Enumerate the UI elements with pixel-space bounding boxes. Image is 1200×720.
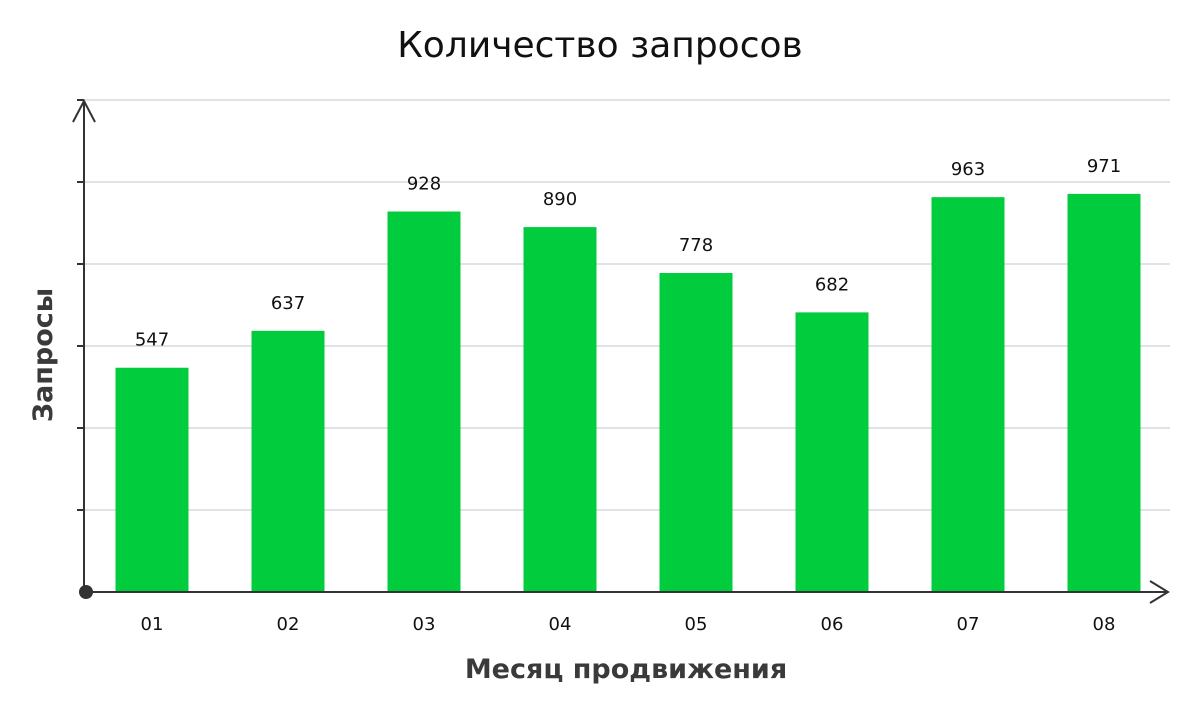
- data-label-04: 890: [543, 189, 577, 210]
- axes: [72, 98, 1170, 604]
- data-label-01: 547: [135, 330, 169, 351]
- x-tick-label-06: 06: [821, 614, 844, 635]
- bar-05: [659, 273, 733, 592]
- chart-title: Количество запросов: [397, 25, 803, 66]
- data-label-08: 971: [1087, 156, 1121, 177]
- bar-06: [795, 312, 869, 592]
- bar-04: [523, 227, 597, 592]
- x-axis-title: Месяц продвижения: [465, 654, 787, 685]
- data-label-07: 963: [951, 159, 985, 180]
- bar-08: [1067, 193, 1141, 592]
- y-axis-title: Запросы: [28, 288, 59, 422]
- data-labels-group: 547 637 928 890 778 682 963 971: [135, 156, 1121, 351]
- gridlines: [84, 99, 1170, 511]
- x-axis-arrow: [1149, 580, 1170, 604]
- x-tick-label-08: 08: [1093, 614, 1116, 635]
- data-label-02: 637: [271, 293, 305, 314]
- bar-01: [115, 367, 189, 592]
- bars-group: [115, 193, 1141, 593]
- x-tick-label-02: 02: [277, 614, 300, 635]
- x-tick-label-07: 07: [957, 614, 980, 635]
- bar-07: [931, 197, 1005, 593]
- x-tick-labels: 01 02 03 04 05 06 07 08: [141, 614, 1116, 635]
- data-label-06: 682: [815, 274, 849, 295]
- bar-02: [251, 330, 325, 592]
- bar-03: [387, 211, 461, 592]
- x-tick-label-04: 04: [549, 614, 572, 635]
- axis-origin-dot: [79, 585, 93, 599]
- data-label-05: 778: [679, 235, 713, 256]
- data-label-03: 928: [407, 174, 441, 195]
- x-tick-label-05: 05: [685, 614, 708, 635]
- x-tick-label-01: 01: [141, 614, 164, 635]
- x-tick-label-03: 03: [413, 614, 436, 635]
